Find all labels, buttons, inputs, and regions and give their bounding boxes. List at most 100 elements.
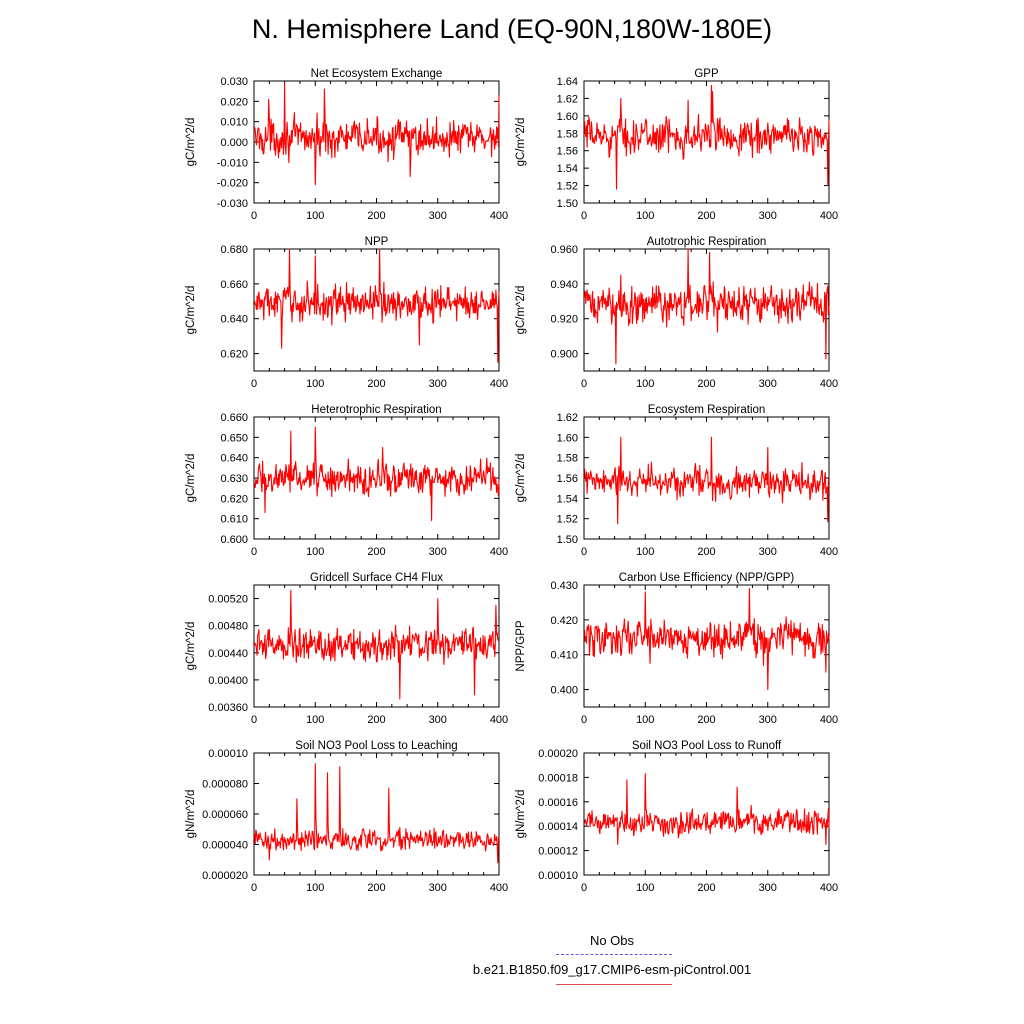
- chart-title: GPP: [694, 68, 719, 80]
- y-tick-label: 0.630: [220, 473, 248, 485]
- x-tick-label: 200: [697, 714, 715, 726]
- y-tick-label: 0.000: [220, 137, 248, 149]
- x-tick-label: 300: [429, 378, 447, 390]
- y-tick-label: 1.62: [557, 412, 578, 424]
- legend-model-label: b.e21.B1850.f09_g17.CMIP6-esm-piControl.…: [472, 962, 752, 977]
- y-tick-label: 0.610: [220, 514, 248, 526]
- y-tick-label: 0.00012: [538, 846, 578, 858]
- y-tick-label: -0.030: [217, 198, 248, 210]
- chart-panel: Net Ecosystem Exchange gC/m^2/d 0 100 200 300…: [185, 68, 508, 222]
- x-tick-label: 300: [759, 882, 777, 894]
- x-tick-label: 400: [820, 210, 838, 222]
- y-tick-label: 0.920: [550, 314, 578, 326]
- y-tick-label: 1.58: [557, 128, 578, 140]
- y-tick-label: 0.420: [550, 615, 578, 627]
- x-tick-label: 0: [251, 714, 257, 726]
- y-tick-label: 1.56: [557, 473, 578, 485]
- legend-obs-line: [556, 954, 672, 955]
- y-tick-label: 0.00480: [208, 621, 248, 633]
- y-tick-label: 0.620: [220, 493, 248, 505]
- x-tick-label: 100: [306, 714, 324, 726]
- y-tick-label: 0.640: [220, 314, 248, 326]
- y-tick-label: 0.000060: [202, 809, 248, 821]
- x-tick-label: 0: [581, 378, 587, 390]
- x-tick-label: 200: [697, 882, 715, 894]
- y-axis-label: gC/m^2/d: [515, 118, 527, 167]
- chart-title: Soil NO3 Pool Loss to Runoff: [632, 740, 782, 752]
- x-tick-label: 100: [636, 714, 654, 726]
- x-tick-label: 200: [697, 378, 715, 390]
- y-tick-label: -0.020: [217, 178, 248, 190]
- y-tick-label: 0.00018: [538, 772, 578, 784]
- x-tick-label: 400: [490, 210, 508, 222]
- x-tick-label: 200: [367, 882, 385, 894]
- page-title: N. Hemisphere Land (EQ-90N,180W-180E): [251, 14, 773, 44]
- chart-title: Gridcell Surface CH4 Flux: [310, 572, 443, 584]
- y-tick-label: 0.940: [550, 279, 578, 291]
- x-tick-label: 300: [759, 210, 777, 222]
- chart-title: Heterotrophic Respiration: [311, 404, 441, 416]
- x-tick-label: 300: [429, 882, 447, 894]
- x-tick-label: 200: [697, 210, 715, 222]
- y-tick-label: 0.960: [550, 244, 578, 256]
- y-axis-label: gN/m^2/d: [185, 790, 197, 839]
- x-tick-label: 200: [367, 210, 385, 222]
- y-tick-label: 0.00440: [208, 648, 248, 660]
- y-tick-label: 0.640: [220, 453, 248, 465]
- x-tick-label: 400: [490, 714, 508, 726]
- y-tick-label: 1.54: [557, 163, 578, 175]
- x-tick-label: 200: [367, 546, 385, 558]
- chart-panel: NPP gC/m^2/d 0 100 200 300 400 0.620 0.640 0.660 0…: [185, 236, 508, 390]
- y-tick-label: 1.64: [557, 76, 578, 88]
- y-tick-label: 0.010: [220, 117, 248, 129]
- x-tick-label: 100: [636, 378, 654, 390]
- x-tick-label: 200: [367, 378, 385, 390]
- x-tick-label: 100: [636, 210, 654, 222]
- y-axis-label: gC/m^2/d: [185, 454, 197, 503]
- x-tick-label: 0: [581, 714, 587, 726]
- chart-panel: Soil NO3 Pool Loss to Leaching gN/m^2/d 0 1…: [185, 740, 508, 894]
- y-tick-label: 1.50: [557, 198, 578, 210]
- y-tick-label: 0.430: [550, 580, 578, 592]
- y-tick-label: 0.410: [550, 650, 578, 662]
- x-tick-label: 200: [697, 546, 715, 558]
- y-tick-label: 0.00020: [538, 748, 578, 760]
- chart-panel: Soil NO3 Pool Loss to Runoff gN/m^2/d 0 100…: [515, 740, 838, 894]
- x-tick-label: 0: [251, 378, 257, 390]
- y-axis-label: gC/m^2/d: [515, 454, 527, 503]
- x-tick-label: 100: [306, 210, 324, 222]
- y-tick-label: 0.00010: [208, 748, 248, 760]
- x-tick-label: 100: [636, 882, 654, 894]
- x-tick-label: 400: [490, 882, 508, 894]
- x-tick-label: 300: [429, 546, 447, 558]
- y-tick-label: 0.400: [550, 685, 578, 697]
- x-tick-label: 200: [367, 714, 385, 726]
- y-tick-label: 0.00360: [208, 702, 248, 714]
- y-tick-label: 0.680: [220, 244, 248, 256]
- y-tick-label: 1.56: [557, 146, 578, 158]
- y-tick-label: 1.54: [557, 493, 578, 505]
- y-axis-label: gC/m^2/d: [185, 622, 197, 671]
- y-axis-label: gC/m^2/d: [515, 286, 527, 335]
- chart-panel: Autotrophic Respiration gC/m^2/d 0 100 200 30…: [515, 236, 838, 390]
- chart-panel: Ecosystem Respiration gC/m^2/d 0 100 200 300 4…: [515, 404, 838, 558]
- series-line: [584, 587, 830, 691]
- y-axis-label: gC/m^2/d: [185, 118, 197, 167]
- y-tick-label: 1.50: [557, 534, 578, 546]
- x-tick-label: 0: [581, 546, 587, 558]
- series-line: [254, 82, 500, 186]
- x-tick-label: 400: [490, 378, 508, 390]
- y-tick-label: 0.650: [220, 432, 248, 444]
- x-tick-label: 300: [429, 714, 447, 726]
- x-tick-label: 400: [820, 546, 838, 558]
- y-tick-label: 0.00010: [538, 870, 578, 882]
- y-tick-label: 0.00400: [208, 675, 248, 687]
- legend-obs-label: No Obs: [589, 933, 635, 948]
- x-tick-label: 100: [636, 546, 654, 558]
- y-tick-label: 0.660: [220, 279, 248, 291]
- x-tick-label: 400: [820, 378, 838, 390]
- y-tick-label: 0.620: [220, 349, 248, 361]
- y-tick-label: -0.010: [217, 157, 248, 169]
- chart-panel: Heterotrophic Respiration gC/m^2/d 0 100 200…: [185, 404, 508, 558]
- y-tick-label: 1.58: [557, 453, 578, 465]
